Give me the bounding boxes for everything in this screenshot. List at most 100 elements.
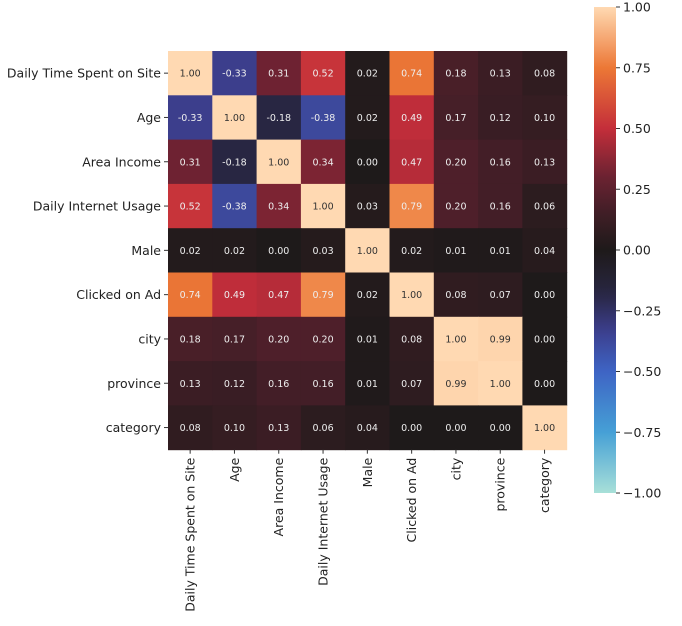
colorbar-tick-label: 0.75 xyxy=(623,60,651,75)
x-tick-label: Area Income xyxy=(271,457,286,536)
heatmap-cell xyxy=(478,316,523,362)
heatmap-cell xyxy=(256,51,302,96)
cell-value: 0.02 xyxy=(357,69,378,80)
heatmap-cell xyxy=(433,228,479,273)
heatmap-cell xyxy=(522,316,568,362)
cell-value: 0.01 xyxy=(357,334,378,345)
cell-value: 1.00 xyxy=(357,246,378,257)
cell-value: 0.00 xyxy=(534,334,555,345)
heatmap-cell xyxy=(478,272,523,318)
heatmap-cell xyxy=(433,272,479,318)
cell-value: 0.07 xyxy=(490,290,511,301)
cell-value: 0.01 xyxy=(445,246,466,257)
heatmap-cell xyxy=(433,139,479,185)
cell-value: 0.08 xyxy=(445,290,466,301)
heatmap-cell xyxy=(522,228,568,273)
cell-value: 0.20 xyxy=(268,334,289,345)
heatmap-cell xyxy=(345,139,390,185)
heatmap-cell xyxy=(212,272,258,318)
heatmap-cell xyxy=(389,316,435,362)
heatmap-cell xyxy=(433,316,479,362)
heatmap-cell xyxy=(300,139,346,185)
heatmap-cell xyxy=(168,228,213,273)
heatmap-cell xyxy=(345,272,390,318)
colorbar-tick-label: 0.50 xyxy=(623,121,651,136)
x-tick-label: Age xyxy=(227,457,242,481)
heatmap-cell xyxy=(522,51,568,96)
heatmap-cell xyxy=(300,228,346,273)
heatmap-cell xyxy=(389,183,435,229)
cell-value: 0.00 xyxy=(401,423,422,434)
heatmap-cell xyxy=(345,95,390,141)
heatmap-cell xyxy=(168,51,213,96)
colorbar-tick-label: −1.00 xyxy=(623,486,661,501)
heatmap-cell xyxy=(256,228,302,273)
cell-value: 0.74 xyxy=(401,69,422,80)
heatmap-cell xyxy=(168,139,213,185)
cell-value: 0.20 xyxy=(312,334,333,345)
heatmap-cell xyxy=(522,183,568,229)
heatmap-cell xyxy=(256,183,302,229)
heatmap-cell xyxy=(389,405,435,451)
colorbar-tick-label: −0.25 xyxy=(623,303,661,318)
y-tick-label: city xyxy=(138,331,161,346)
cell-value: 0.99 xyxy=(490,334,511,345)
cell-value: 0.16 xyxy=(490,157,511,168)
cell-value: 0.49 xyxy=(401,113,422,124)
cell-value: 0.34 xyxy=(268,202,289,213)
x-tick-label: Daily Time Spent on Site xyxy=(183,457,198,611)
heatmap-cell xyxy=(168,316,213,362)
heatmap-cell xyxy=(212,405,258,451)
y-tick-label: category xyxy=(106,420,162,435)
heatmap-cell xyxy=(300,405,346,451)
cell-value: 0.17 xyxy=(445,113,466,124)
y-tick-label: Daily Internet Usage xyxy=(33,199,161,214)
heatmap-cell xyxy=(212,228,258,273)
cell-value: 0.10 xyxy=(224,423,245,434)
heatmap-cell xyxy=(212,316,258,362)
heatmap-cell xyxy=(212,139,258,185)
colorbar-tick-label: 0.25 xyxy=(623,182,651,197)
x-tick-label: Daily Internet Usage xyxy=(316,457,331,585)
cell-value: 0.12 xyxy=(490,113,511,124)
heatmap-cell xyxy=(256,139,302,185)
cell-value: 0.01 xyxy=(490,246,511,257)
cell-value: 0.74 xyxy=(180,290,201,301)
cell-value: 0.00 xyxy=(268,246,289,257)
heatmap-cell xyxy=(300,51,346,96)
heatmap-cell xyxy=(256,272,302,318)
cell-value: 1.00 xyxy=(401,290,422,301)
cell-value: 0.49 xyxy=(224,290,245,301)
heatmap-cell xyxy=(478,139,523,185)
cell-value: 0.31 xyxy=(268,69,289,80)
cell-value: 0.52 xyxy=(180,202,201,213)
cell-value: 0.20 xyxy=(445,202,466,213)
heatmap-cell xyxy=(389,272,435,318)
heatmap-cell xyxy=(389,139,435,185)
heatmap-cell xyxy=(300,361,346,406)
heatmap-cell xyxy=(389,361,435,406)
cell-value: -0.38 xyxy=(222,202,247,213)
heatmap-cell xyxy=(478,51,523,96)
colorbar-tick-label: −0.75 xyxy=(623,425,661,440)
heatmap-cell xyxy=(522,139,568,185)
cell-value: 0.12 xyxy=(224,379,245,390)
cell-value: 0.02 xyxy=(357,113,378,124)
x-tick-label: Clicked on Ad xyxy=(404,458,419,543)
heatmap-cell xyxy=(522,272,568,318)
cell-value: 0.04 xyxy=(534,246,555,257)
cell-value: 0.00 xyxy=(445,423,466,434)
heatmap-cell xyxy=(256,95,302,141)
cell-value: 0.13 xyxy=(534,157,555,168)
y-tick-label: province xyxy=(107,376,161,391)
cell-value: 0.34 xyxy=(312,157,333,168)
heatmap-cell xyxy=(389,228,435,273)
cell-value: 0.08 xyxy=(401,334,422,345)
heatmap-cell xyxy=(345,405,390,451)
colorbar-tick-label: −0.50 xyxy=(623,364,661,379)
cell-value: -0.18 xyxy=(222,157,247,168)
y-tick-label: Age xyxy=(137,110,161,125)
cell-value: 0.52 xyxy=(312,69,333,80)
y-tick-label: Daily Time Spent on Site xyxy=(7,66,161,81)
